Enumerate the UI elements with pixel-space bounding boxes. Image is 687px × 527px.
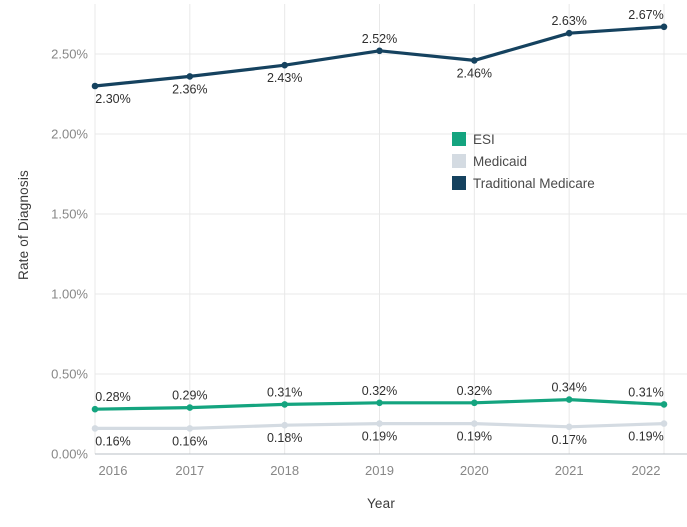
data-point[interactable]	[281, 401, 288, 408]
y-tick-label: 2.00%	[51, 127, 88, 142]
y-tick-label: 0.00%	[51, 447, 88, 462]
x-tick-label: 2016	[99, 463, 128, 478]
data-point[interactable]	[376, 399, 383, 407]
data-point-label: 0.31%	[628, 385, 663, 399]
y-tick-label: 1.00%	[51, 287, 88, 302]
x-tick-label: 2017	[175, 463, 204, 478]
legend-item-medicaid[interactable]: Medicaid	[452, 153, 595, 169]
data-point[interactable]	[186, 404, 194, 411]
data-point-label: 2.52%	[362, 32, 397, 46]
legend-item-traditional-medicare[interactable]: Traditional Medicare	[452, 175, 595, 191]
data-point[interactable]	[91, 405, 99, 413]
data-point-label: 0.29%	[172, 389, 207, 403]
legend-swatch-icon	[452, 154, 466, 168]
data-point-label: 0.28%	[95, 390, 130, 404]
x-tick-label: 2021	[555, 463, 584, 478]
data-point[interactable]	[376, 47, 383, 55]
data-point[interactable]	[281, 61, 288, 69]
data-point-label: 2.67%	[628, 8, 663, 22]
x-tick-label: 2022	[632, 463, 661, 478]
y-tick-label: 0.50%	[51, 367, 88, 382]
y-tick-label: 2.50%	[51, 47, 88, 62]
data-point[interactable]	[565, 396, 573, 403]
y-tick-label: 1.50%	[51, 207, 88, 222]
data-point[interactable]	[186, 425, 194, 432]
legend-swatch-icon	[452, 176, 466, 190]
data-point-label: 0.16%	[172, 434, 207, 448]
data-point[interactable]	[660, 401, 668, 408]
legend-swatch-icon	[452, 132, 466, 146]
data-point-label: 2.46%	[457, 66, 492, 80]
legend-label: Medicaid	[473, 153, 528, 169]
data-point[interactable]	[660, 420, 668, 427]
legend-label: Traditional Medicare	[473, 175, 595, 191]
data-point-label: 2.63%	[551, 14, 586, 28]
data-point[interactable]	[91, 425, 99, 432]
data-point-label: 0.31%	[267, 385, 302, 399]
x-axis-title: Year	[366, 496, 396, 511]
data-point-label: 0.19%	[362, 430, 397, 444]
data-point-label: 0.19%	[628, 430, 663, 444]
data-point[interactable]	[565, 29, 573, 37]
data-point-label: 2.30%	[95, 92, 130, 106]
data-point-label: 0.19%	[457, 430, 492, 444]
y-axis-title: Rate of Diagnosis	[16, 170, 31, 280]
legend: ESI Medicaid Traditional Medicare	[452, 132, 595, 198]
data-point[interactable]	[376, 420, 383, 427]
data-point-label: 2.36%	[172, 82, 207, 96]
x-tick-label: 2019	[365, 463, 394, 478]
data-point[interactable]	[660, 23, 668, 31]
data-point-label: 0.32%	[457, 384, 492, 398]
data-point[interactable]	[471, 57, 478, 64]
data-point[interactable]	[186, 73, 194, 80]
legend-label: ESI	[473, 131, 495, 147]
legend-item-esi[interactable]: ESI	[452, 131, 595, 147]
data-point-label: 0.16%	[95, 434, 130, 448]
data-point-label: 0.32%	[362, 384, 397, 398]
data-point-label: 0.18%	[267, 431, 302, 445]
data-point[interactable]	[471, 420, 478, 427]
x-tick-label: 2018	[270, 463, 299, 478]
x-tick-label: 2020	[460, 463, 489, 478]
data-point-label: 0.17%	[551, 433, 586, 447]
data-point-label: 2.43%	[267, 71, 302, 85]
data-point[interactable]	[91, 82, 99, 90]
data-point[interactable]	[281, 421, 288, 429]
data-point[interactable]	[565, 423, 573, 431]
data-point-label: 0.34%	[551, 381, 586, 395]
data-point[interactable]	[471, 399, 478, 407]
